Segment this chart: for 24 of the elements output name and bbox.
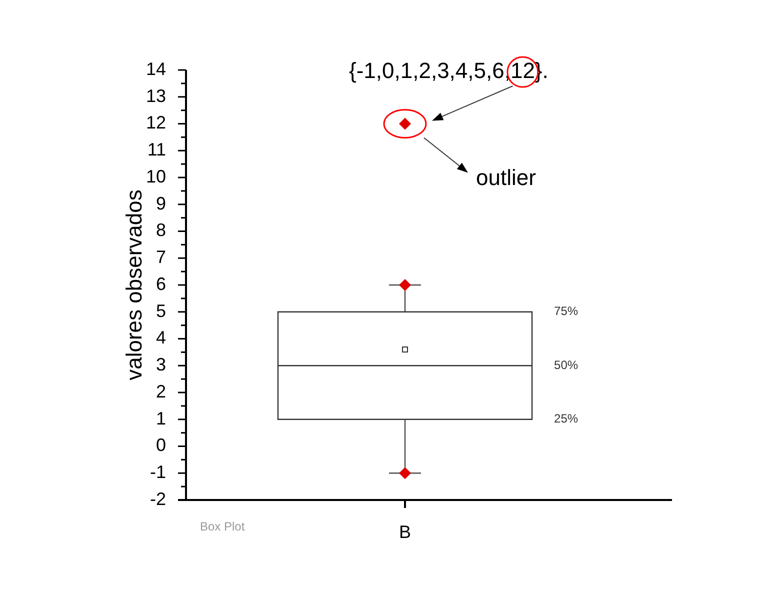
y-tick-label: 14 bbox=[146, 58, 166, 79]
y-tick-label: 4 bbox=[156, 328, 166, 348]
y-axis-title: valores observados bbox=[121, 190, 146, 380]
y-tick-label: 8 bbox=[156, 220, 166, 240]
x-tick-label: B bbox=[398, 522, 412, 542]
y-tick-label: 10 bbox=[146, 166, 166, 186]
annotation: 75% bbox=[554, 304, 578, 318]
y-tick-label: 11 bbox=[147, 140, 166, 160]
y-tick-label: 2 bbox=[156, 381, 166, 402]
y-tick-label: 1 bbox=[156, 408, 166, 428]
y-tick-label: -1 bbox=[150, 462, 166, 482]
text: Box Plot bbox=[200, 519, 246, 534]
y-tick-label: 9 bbox=[156, 193, 166, 214]
y-tick-label: 7 bbox=[156, 247, 166, 268]
annotation: 50% bbox=[554, 358, 578, 372]
y-tick-label: 6 bbox=[156, 274, 166, 294]
y-tick-label: 0 bbox=[156, 435, 166, 456]
y-tick-label: 12 bbox=[146, 112, 166, 133]
y-tick-label: -2 bbox=[150, 488, 166, 509]
y-tick-label: 3 bbox=[156, 354, 166, 375]
y-tick-label: 5 bbox=[156, 300, 166, 321]
y-tick-label: 13 bbox=[146, 86, 166, 106]
annotation: 25% bbox=[554, 412, 578, 426]
annotation: outlier bbox=[476, 164, 536, 190]
